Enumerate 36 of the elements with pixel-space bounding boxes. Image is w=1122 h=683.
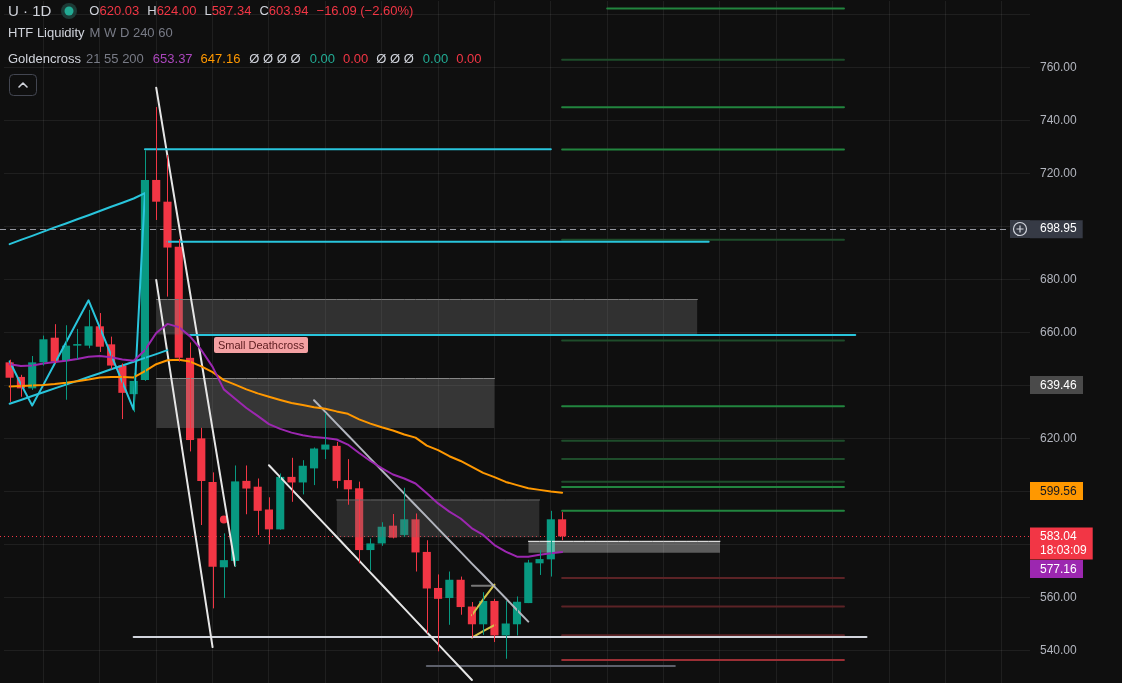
annotation: −16.09 (−2.60%) <box>316 2 414 20</box>
annotation: 620.03 <box>99 2 140 20</box>
annotation: Ø Ø Ø Ø <box>249 50 301 68</box>
annotation: 0.00 <box>456 50 482 68</box>
text: 577.16 <box>1030 560 1083 578</box>
annotation: 0.00 <box>342 50 369 68</box>
annotation: 0.00 <box>309 50 335 68</box>
annotation: M W D 240 60 <box>89 24 173 42</box>
annotation: 587.34 <box>211 2 252 20</box>
annotation: 624.00 <box>156 2 197 20</box>
y-tick-label: 740.00 <box>1040 112 1078 127</box>
y-tick-label: 560.00 <box>1040 589 1078 604</box>
text: 599.56 <box>1030 482 1083 500</box>
ref-line-label: 698.95 <box>1040 221 1078 236</box>
annotation: Ø Ø Ø <box>376 50 414 68</box>
annotation: L <box>204 2 212 20</box>
annotation: 653.37 <box>152 50 193 68</box>
annotation: 21 55 200 <box>85 50 144 68</box>
y-tick-label: 540.00 <box>1040 642 1078 657</box>
annotation: Small Deathcross <box>214 337 309 353</box>
annotation: 603.94 <box>268 2 309 20</box>
y-tick-label: 680.00 <box>1040 271 1078 286</box>
annotation: 0.00 <box>422 50 449 68</box>
annotation: H <box>147 2 157 20</box>
annotation: HTF Liquidity <box>8 24 85 42</box>
y-tick-label: 720.00 <box>1040 165 1078 180</box>
annotation: 647.16 <box>200 50 241 68</box>
y-tick-label: 660.00 <box>1040 324 1078 339</box>
chart-title: U · 1D <box>8 2 52 20</box>
y-tick-label: 760.00 <box>1040 59 1078 74</box>
ref-line-label: 583.04 18:03:09 <box>1040 528 1088 557</box>
text: 639.46 <box>1030 376 1083 394</box>
y-tick-label: 620.00 <box>1040 430 1078 445</box>
annotation: O <box>89 2 100 20</box>
annotation: Goldencross <box>8 50 81 68</box>
annotation: C <box>259 2 269 20</box>
